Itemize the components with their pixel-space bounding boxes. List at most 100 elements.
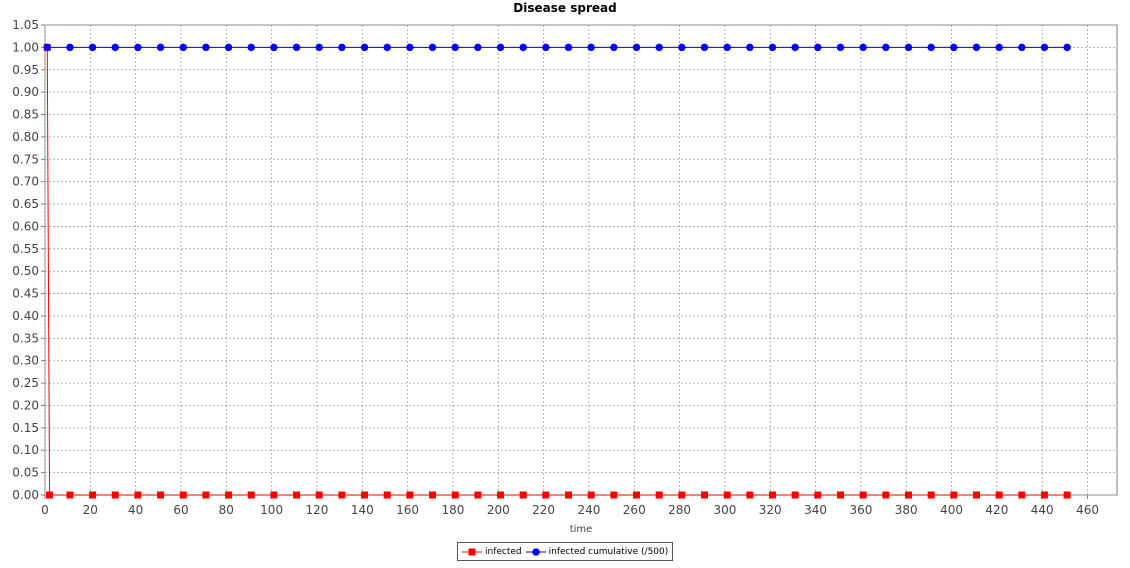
data-point (429, 491, 437, 499)
data-point (497, 491, 505, 499)
data-point (338, 43, 346, 52)
data-point (1063, 43, 1071, 52)
data-point (837, 491, 845, 499)
data-point (247, 43, 255, 52)
data-point (157, 491, 165, 499)
data-point (134, 491, 142, 499)
data-point (338, 491, 346, 499)
data-point (428, 43, 437, 52)
data-point (224, 43, 233, 52)
data-point (542, 491, 550, 499)
data-point (995, 43, 1003, 52)
data-point (587, 43, 595, 52)
data-point (995, 491, 1003, 499)
data-point (360, 43, 369, 52)
legend-label-infected-cumulative: infected cumulative (/500) (548, 546, 669, 557)
x-tick-label: 420 (985, 503, 1008, 517)
data-point (836, 43, 845, 52)
data-point (111, 43, 119, 52)
data-point (814, 43, 822, 52)
data-point (406, 43, 414, 52)
data-point (632, 43, 641, 52)
legend-swatch-red-square (462, 548, 482, 555)
x-tick-label: 260 (623, 503, 646, 517)
data-point (1063, 491, 1071, 499)
data-point (293, 491, 301, 499)
data-point (950, 491, 958, 499)
data-point (474, 491, 482, 499)
y-tick-label: 0.65 (12, 197, 39, 211)
y-tick-label: 0.15 (12, 421, 39, 435)
data-point (519, 43, 527, 52)
data-point (814, 491, 822, 499)
legend-label-infected: infected (485, 546, 522, 557)
data-point (746, 43, 754, 52)
data-point (88, 43, 97, 52)
x-tick-label: 0 (41, 503, 49, 517)
data-point (496, 43, 505, 52)
data-point (89, 491, 97, 499)
data-point (859, 491, 867, 499)
x-tick-label: 20 (83, 503, 98, 517)
data-point (1040, 491, 1048, 499)
y-tick-label: 0.00 (12, 488, 39, 502)
x-tick-label: 440 (1031, 503, 1054, 517)
data-point (202, 43, 210, 52)
data-point (950, 43, 958, 52)
y-tick-label: 0.60 (12, 219, 39, 233)
data-point (66, 43, 74, 52)
y-tick-label: 0.75 (12, 152, 39, 166)
data-point (474, 43, 482, 52)
data-point (701, 491, 709, 499)
y-tick-label: 0.90 (12, 85, 39, 99)
data-point (179, 491, 187, 499)
x-tick-label: 140 (351, 503, 374, 517)
data-point (292, 43, 301, 52)
legend-item-infected: infected (462, 547, 522, 557)
data-point (156, 43, 165, 52)
data-point (746, 491, 754, 499)
y-tick-label: 0.85 (12, 108, 39, 122)
y-tick-label: 0.25 (12, 376, 39, 390)
data-point (882, 491, 890, 499)
y-tick-label: 0.50 (12, 264, 39, 278)
data-point (565, 491, 573, 499)
data-point (1018, 491, 1026, 499)
y-tick-label: 0.80 (12, 130, 39, 144)
y-tick-label: 1.05 (12, 18, 39, 32)
plot-background (44, 24, 1118, 496)
data-point (972, 43, 981, 52)
x-tick-label: 340 (804, 503, 827, 517)
data-point (655, 491, 663, 499)
data-point (406, 491, 414, 499)
data-point (134, 43, 142, 52)
data-point (904, 43, 913, 52)
data-point (678, 43, 686, 52)
x-tick-label: 460 (1076, 503, 1099, 517)
data-point (972, 491, 980, 499)
data-point (655, 43, 663, 52)
x-axis-label: time (570, 524, 593, 535)
y-tick-label: 0.55 (12, 242, 39, 256)
x-tick-label: 160 (396, 503, 419, 517)
data-point (882, 43, 890, 52)
y-tick-label: 0.05 (12, 466, 39, 480)
data-point (791, 491, 799, 499)
chart-title: Disease spread (513, 1, 617, 15)
y-tick-label: 0.70 (12, 175, 39, 189)
data-point (315, 43, 323, 52)
x-tick-label: 320 (759, 503, 782, 517)
data-point (700, 43, 709, 52)
x-tick-label: 360 (849, 503, 872, 517)
data-point (587, 491, 595, 499)
y-tick-label: 0.95 (12, 63, 39, 77)
data-point (678, 491, 686, 499)
data-point (383, 43, 391, 52)
data-point (723, 491, 731, 499)
data-point (633, 491, 641, 499)
data-point (723, 43, 731, 52)
x-tick-label: 300 (713, 503, 736, 517)
x-tick-label: 240 (577, 503, 600, 517)
data-point (610, 43, 618, 52)
